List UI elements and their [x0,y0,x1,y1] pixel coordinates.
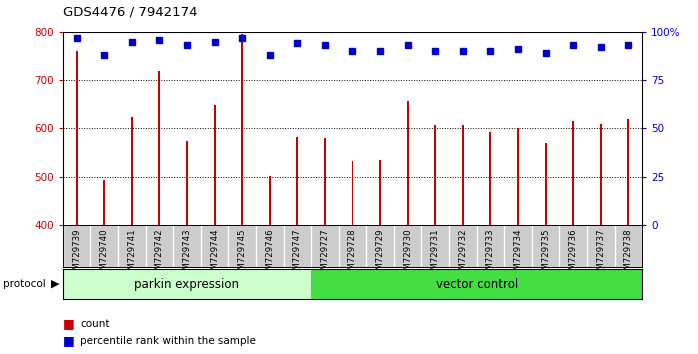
Text: GSM729734: GSM729734 [514,228,523,281]
Bar [324,138,326,225]
Bar [297,137,298,225]
Bar [131,117,133,225]
Text: GSM729744: GSM729744 [210,228,219,281]
Bar [242,34,243,225]
Text: GSM729735: GSM729735 [541,228,550,281]
Bar [544,143,547,225]
Bar [311,269,642,299]
Text: ▶: ▶ [51,279,59,289]
Text: GSM729736: GSM729736 [569,228,578,281]
Text: count: count [80,319,110,329]
Bar [628,119,630,225]
Bar [489,132,491,225]
Text: GSM729737: GSM729737 [596,228,605,281]
Text: GSM729733: GSM729733 [486,228,495,281]
Bar [269,176,271,225]
Text: GSM729740: GSM729740 [100,228,109,281]
Text: vector control: vector control [436,278,518,291]
Bar [517,128,519,225]
Text: GSM729743: GSM729743 [182,228,191,281]
Text: GSM729729: GSM729729 [376,228,385,281]
Text: parkin expression: parkin expression [135,278,239,291]
Bar [600,124,602,225]
Text: GSM729747: GSM729747 [293,228,302,281]
Text: GSM729732: GSM729732 [459,228,468,281]
Text: GSM729746: GSM729746 [265,228,274,281]
Text: percentile rank within the sample: percentile rank within the sample [80,336,256,346]
Text: protocol: protocol [3,279,46,289]
Text: GDS4476 / 7942174: GDS4476 / 7942174 [63,5,198,18]
Bar [75,51,77,225]
Text: ■: ■ [63,334,75,347]
Bar [63,269,311,299]
Bar [103,181,105,225]
Bar [214,105,216,225]
Bar [379,160,381,225]
Text: ■: ■ [63,318,75,330]
Text: GSM729738: GSM729738 [624,228,633,281]
Bar [572,121,574,225]
Bar [186,141,188,225]
Bar [462,125,463,225]
Text: GSM729731: GSM729731 [431,228,440,281]
Text: GSM729741: GSM729741 [127,228,136,281]
Text: GSM729742: GSM729742 [155,228,164,281]
Bar [407,101,408,225]
Text: GSM729745: GSM729745 [237,228,246,281]
Bar [434,125,436,225]
Text: GSM729739: GSM729739 [72,228,81,281]
Text: GSM729728: GSM729728 [348,228,357,281]
Bar [158,72,161,225]
Text: GSM729730: GSM729730 [403,228,412,281]
Text: GSM729727: GSM729727 [320,228,329,281]
Bar [352,161,353,225]
